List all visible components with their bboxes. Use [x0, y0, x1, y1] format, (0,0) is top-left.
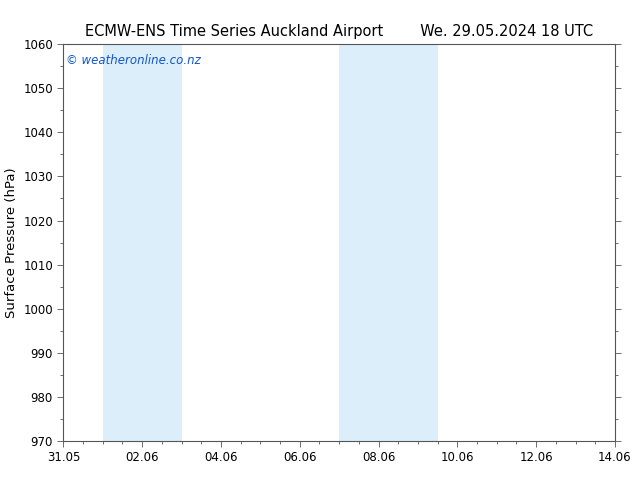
- Title: ECMW-ENS Time Series Auckland Airport        We. 29.05.2024 18 UTC: ECMW-ENS Time Series Auckland Airport We…: [85, 24, 593, 39]
- Bar: [103, 44, 181, 441]
- Y-axis label: Surface Pressure (hPa): Surface Pressure (hPa): [4, 167, 18, 318]
- Bar: [339, 44, 437, 441]
- Text: © weatheronline.co.nz: © weatheronline.co.nz: [66, 54, 201, 67]
